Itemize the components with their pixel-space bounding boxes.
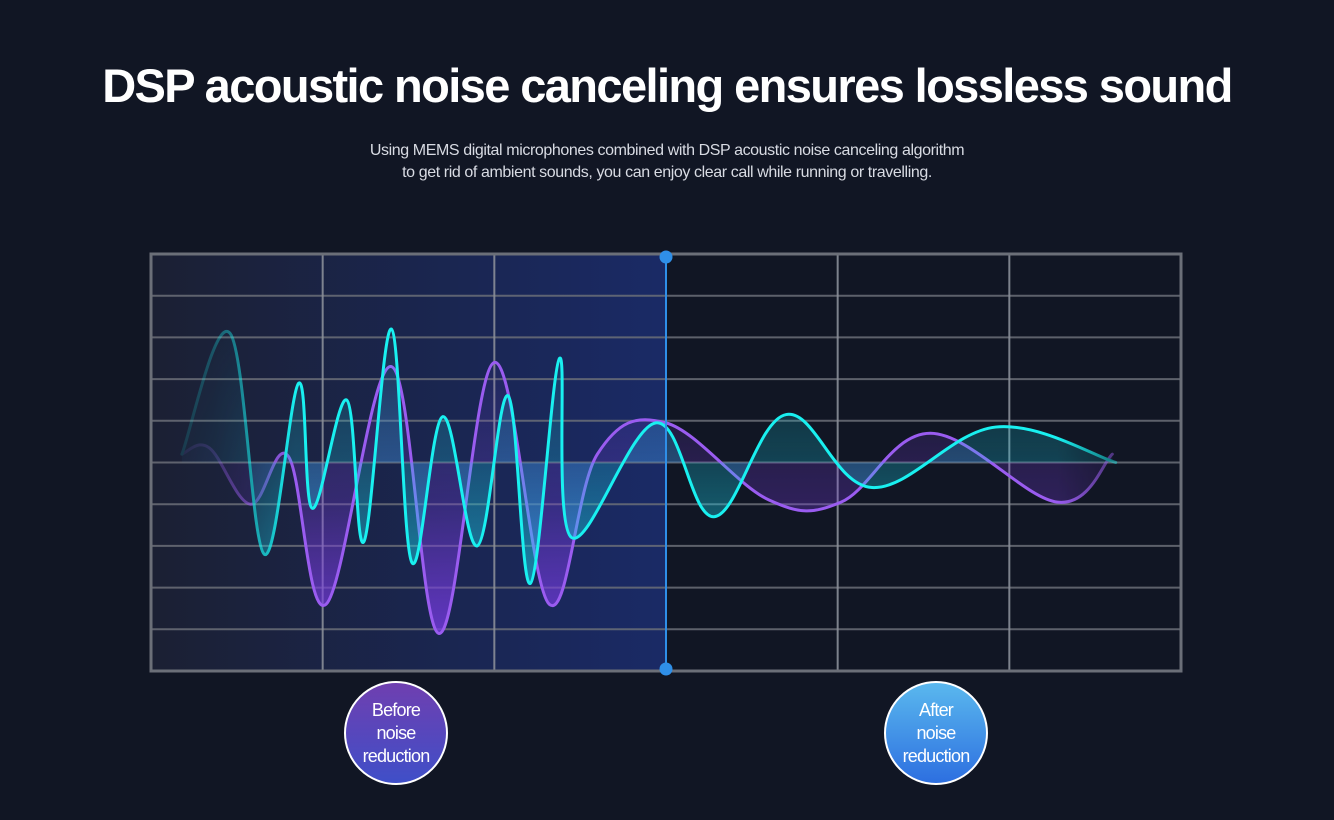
- page-subtitle: Using MEMS digital microphones combined …: [0, 140, 1334, 184]
- subtitle-line-2: to get rid of ambient sounds, you can en…: [402, 164, 932, 181]
- after-label-line-1: After: [918, 699, 954, 720]
- divider: [659, 250, 673, 676]
- before-label-line-3: reduction: [362, 745, 431, 766]
- divider-bottom-handle: [659, 662, 673, 676]
- waves: [180, 327, 1118, 635]
- before-noise-reduction-badge: Before noise reduction: [344, 681, 448, 785]
- before-label-line-2: noise: [376, 722, 416, 743]
- page-title: DSP acoustic noise canceling ensures los…: [102, 59, 1233, 112]
- after-label-line-2: noise: [916, 722, 956, 743]
- before-label-line-1: Before: [371, 699, 421, 720]
- cyan-wave-line: [180, 327, 1118, 585]
- purple-wave-line: [180, 360, 1114, 635]
- after-label-line-3: reduction: [902, 745, 971, 766]
- after-noise-reduction-badge: After noise reduction: [884, 681, 988, 785]
- cyan-wave-fill: [181, 329, 1116, 584]
- divider-top-handle: [659, 250, 673, 264]
- subtitle-line-1: Using MEMS digital microphones combined …: [369, 142, 965, 159]
